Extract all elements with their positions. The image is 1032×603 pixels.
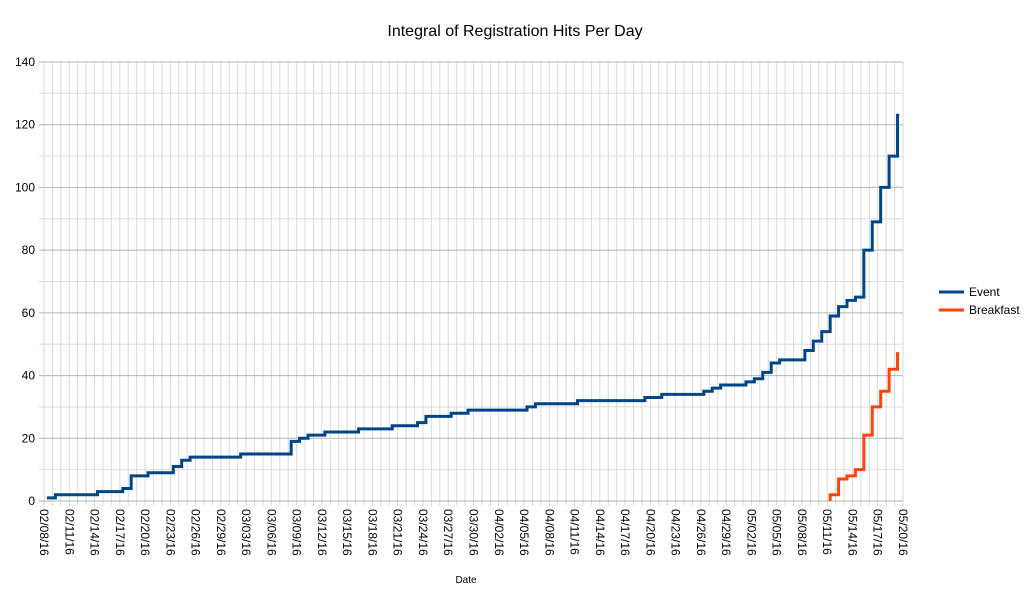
x-tick-label: 02/29/16 xyxy=(214,509,228,556)
x-tick-label: 03/03/16 xyxy=(239,509,253,556)
x-tick-label: 03/06/16 xyxy=(264,509,278,556)
y-tick-label: 0 xyxy=(28,494,35,508)
y-tick-label: 140 xyxy=(15,55,35,69)
series-lines xyxy=(46,113,900,501)
y-tick-label: 80 xyxy=(22,243,36,257)
x-tick-label: 05/08/16 xyxy=(795,509,809,556)
legend: Event Breakfast xyxy=(939,285,1020,317)
x-tick-label: 05/17/16 xyxy=(871,509,885,556)
x-tick-label: 03/15/16 xyxy=(340,509,354,556)
legend-label-event: Event xyxy=(969,285,1000,299)
x-tick-label: 03/12/16 xyxy=(315,509,329,556)
x-tick-label: 02/14/16 xyxy=(88,509,102,556)
x-tick-label: 04/05/16 xyxy=(517,509,531,556)
x-tick-label: 04/08/16 xyxy=(542,509,556,556)
x-tick-label: 04/02/16 xyxy=(492,509,506,556)
x-tick-label: 04/11/16 xyxy=(568,509,582,555)
y-tick-label: 100 xyxy=(15,180,35,194)
x-tick-label: 05/14/16 xyxy=(845,509,859,556)
x-tick-label: 02/11/16 xyxy=(62,509,76,555)
x-tick-label: 03/30/16 xyxy=(467,509,481,556)
x-tick-label: 05/05/16 xyxy=(770,509,784,556)
x-tick-label: 03/24/16 xyxy=(416,509,430,556)
y-tick-label: 60 xyxy=(22,306,36,320)
x-tick-label: 03/21/16 xyxy=(391,509,405,556)
x-tick-label: 02/23/16 xyxy=(163,509,177,556)
x-tick-label: 02/17/16 xyxy=(113,509,127,556)
y-tick-label: 120 xyxy=(15,118,35,132)
x-tick-label: 04/14/16 xyxy=(593,509,607,556)
x-axis: 02/08/16 02/11/16 02/14/16 02/17/16 02/20/16… xyxy=(37,509,910,556)
y-tick-label: 20 xyxy=(22,431,36,445)
y-axis: 0 20 40 60 80 100 120 140 xyxy=(15,55,35,508)
x-tick-label: 05/02/16 xyxy=(744,509,758,556)
x-tick-label: 04/29/16 xyxy=(719,509,733,556)
x-tick-label: 05/20/16 xyxy=(896,509,910,556)
x-tick-label: 05/11/16 xyxy=(820,509,834,555)
series-line-breakfast xyxy=(828,352,900,501)
x-tick-label: 03/27/16 xyxy=(441,509,455,556)
x-tick-label: 02/20/16 xyxy=(138,509,152,556)
x-tick-label: 04/26/16 xyxy=(694,509,708,556)
x-tick-label: 04/17/16 xyxy=(618,509,632,556)
x-tick-label: 04/20/16 xyxy=(643,509,657,556)
chart-title: Integral of Registration Hits Per Day xyxy=(387,23,642,40)
x-tick-label: 04/23/16 xyxy=(669,509,683,556)
series-line-event xyxy=(46,113,900,500)
legend-label-breakfast: Breakfast xyxy=(969,303,1020,317)
x-axis-label: Date xyxy=(455,575,477,586)
grid xyxy=(39,61,904,506)
x-tick-label: 03/09/16 xyxy=(290,509,304,556)
x-tick-label: 03/18/16 xyxy=(365,509,379,556)
y-tick-label: 40 xyxy=(22,369,36,383)
x-tick-label: 02/26/16 xyxy=(189,509,203,556)
x-tick-label: 02/08/16 xyxy=(37,509,51,556)
